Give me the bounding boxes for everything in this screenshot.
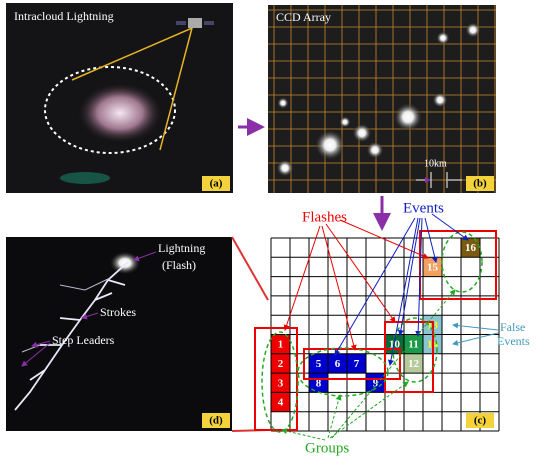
cell-label: 16 bbox=[465, 242, 477, 254]
cell-label: 7 bbox=[354, 358, 360, 370]
label: Strokes bbox=[100, 305, 136, 319]
cell-label: 1 bbox=[278, 339, 284, 351]
cell bbox=[366, 373, 385, 393]
cell bbox=[271, 392, 290, 412]
label: Step Leaders bbox=[52, 333, 115, 347]
panel-d: Lightning (Flash) Strokes Step Leaders (… bbox=[6, 237, 232, 431]
panel-tag: (d) bbox=[209, 415, 223, 427]
panel-tag: (c) bbox=[474, 415, 487, 427]
label: Events bbox=[497, 334, 530, 348]
cell bbox=[271, 353, 290, 374]
label: Groups bbox=[305, 440, 349, 456]
cell-label: 8 bbox=[316, 377, 322, 389]
label: False bbox=[500, 320, 525, 334]
cell bbox=[309, 373, 328, 393]
label: Flashes bbox=[302, 209, 347, 225]
label: Lightning bbox=[158, 241, 205, 255]
label: (Flash) bbox=[162, 258, 196, 272]
cell bbox=[328, 353, 347, 374]
panel-tag: (a) bbox=[210, 178, 223, 190]
panel-title: CCD Array bbox=[276, 10, 331, 24]
cell bbox=[271, 334, 290, 354]
cell-label: 11 bbox=[408, 339, 418, 351]
cell-label: 4 bbox=[278, 397, 284, 409]
cell bbox=[404, 353, 423, 374]
cell-label: 9 bbox=[373, 377, 379, 389]
cell-label: 6 bbox=[335, 358, 341, 370]
scale-label: 10km bbox=[424, 158, 447, 169]
cell-label: 10 bbox=[389, 339, 401, 351]
cell-label: 15 bbox=[427, 261, 439, 273]
cell bbox=[347, 353, 366, 374]
cell-label: 2 bbox=[278, 358, 284, 370]
cell bbox=[461, 238, 480, 258]
panel-title: Intracloud Lightning bbox=[14, 9, 114, 23]
cell bbox=[271, 373, 290, 393]
panel-a: Intracloud Lightning (a) bbox=[6, 3, 233, 193]
cell bbox=[309, 353, 328, 374]
panel-tag: (b) bbox=[473, 178, 487, 190]
cell-label: 3 bbox=[278, 377, 284, 389]
cell-label: 5 bbox=[316, 358, 322, 370]
cell bbox=[404, 334, 423, 354]
panel-b: CCD Array 10km (b) bbox=[268, 5, 496, 193]
cell-label: 12 bbox=[408, 358, 420, 370]
label: Events bbox=[403, 200, 444, 216]
